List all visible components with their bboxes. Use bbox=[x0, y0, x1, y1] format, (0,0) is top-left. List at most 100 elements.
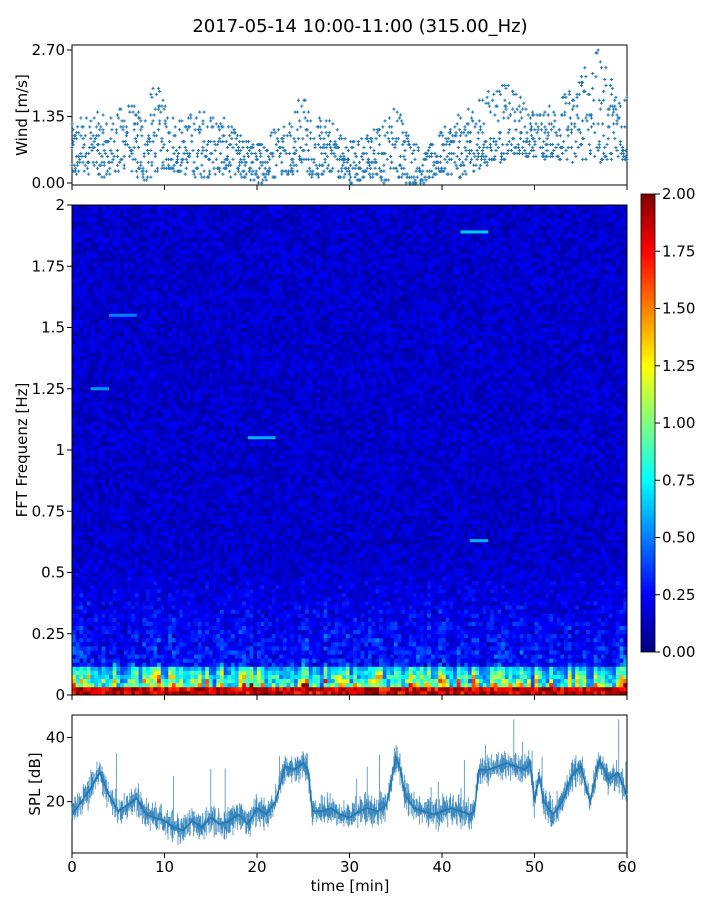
spectrogram-cell bbox=[120, 377, 124, 381]
spectrogram-cell bbox=[161, 315, 165, 319]
spectrogram-cell bbox=[109, 503, 113, 507]
spectrogram-cell bbox=[142, 287, 146, 291]
spectrogram-cell bbox=[150, 381, 154, 385]
spectrogram-cell bbox=[161, 466, 165, 470]
spectrogram-cell bbox=[91, 613, 95, 617]
spectrogram-cell bbox=[135, 287, 139, 291]
spectrogram-cell bbox=[128, 442, 132, 446]
spectrogram-cell bbox=[124, 393, 128, 397]
spectrogram-cell bbox=[76, 389, 80, 393]
spectrogram-cell bbox=[150, 442, 154, 446]
spectrogram-cell bbox=[94, 230, 98, 234]
spectrogram-cell bbox=[139, 291, 143, 295]
spectrogram-cell bbox=[94, 417, 98, 421]
spectrogram-cell bbox=[83, 662, 87, 666]
spectrogram-cell bbox=[150, 356, 154, 360]
spectrogram-cell bbox=[79, 299, 83, 303]
spectrogram-cell bbox=[98, 507, 102, 511]
spectrogram-cell bbox=[142, 328, 146, 332]
spectrogram-cell bbox=[157, 466, 161, 470]
spectrogram-cell bbox=[176, 662, 180, 666]
spectrogram-cell bbox=[105, 242, 109, 246]
spectrogram-cell bbox=[124, 650, 128, 654]
spectrogram-cell bbox=[109, 348, 113, 352]
spectrogram-cell bbox=[113, 389, 117, 393]
spectrogram-cell bbox=[146, 511, 150, 515]
spectrogram-cell bbox=[153, 409, 157, 413]
spectrogram-cell bbox=[172, 307, 176, 311]
spectrogram-cell bbox=[135, 421, 139, 425]
spectrogram-cell bbox=[176, 328, 180, 332]
spectrogram-cell bbox=[161, 344, 165, 348]
spectrogram-cell bbox=[94, 601, 98, 605]
spectrogram-cell bbox=[105, 548, 109, 552]
spectrogram-cell bbox=[72, 556, 76, 560]
spectrogram-cell bbox=[153, 597, 157, 601]
spectrogram-cell bbox=[83, 658, 87, 662]
spectrogram-cell bbox=[161, 413, 165, 417]
spectrogram-cell bbox=[105, 352, 109, 356]
spectrogram-cell bbox=[146, 315, 150, 319]
spectrogram-cell bbox=[165, 646, 169, 650]
spectrogram-cell bbox=[146, 434, 150, 438]
spectrogram-cell bbox=[79, 287, 83, 291]
spectrogram-cell bbox=[116, 385, 120, 389]
spectrogram-cell bbox=[146, 675, 150, 679]
spectrogram-cell bbox=[91, 556, 95, 560]
spectrogram-cell bbox=[109, 556, 113, 560]
spectrogram-cell bbox=[98, 650, 102, 654]
spectrogram-cell bbox=[98, 303, 102, 307]
spectrogram-cell bbox=[142, 671, 146, 675]
spectrogram-cell bbox=[150, 577, 154, 581]
spectrogram-cell bbox=[76, 328, 80, 332]
spectrogram-cell bbox=[116, 577, 120, 581]
spectrogram-cell bbox=[165, 311, 169, 315]
spectrogram-cell bbox=[91, 605, 95, 609]
spectrogram-cell bbox=[102, 323, 106, 327]
spectrogram-cell bbox=[72, 642, 76, 646]
spectrogram-cell bbox=[157, 295, 161, 299]
spectrogram-cell bbox=[105, 528, 109, 532]
spectrogram-cell bbox=[131, 258, 135, 262]
spectrogram-cell bbox=[102, 409, 106, 413]
spectrogram-cell bbox=[139, 479, 143, 483]
spectrogram-cell bbox=[72, 332, 76, 336]
spectrogram-cell bbox=[146, 458, 150, 462]
spectrogram-cell bbox=[124, 540, 128, 544]
spectrogram-cell bbox=[102, 352, 106, 356]
spectrogram-cell bbox=[83, 507, 87, 511]
spectrogram-cell bbox=[172, 491, 176, 495]
spectrogram-cell bbox=[135, 426, 139, 430]
spectrogram-cell bbox=[76, 556, 80, 560]
spectrogram-cell bbox=[98, 397, 102, 401]
spectrogram-cell bbox=[98, 319, 102, 323]
spectrogram-cell bbox=[150, 385, 154, 389]
spectrogram-cell bbox=[146, 662, 150, 666]
spectrogram-cell bbox=[83, 552, 87, 556]
spectrogram-cell bbox=[109, 266, 113, 270]
spectrogram-cell bbox=[87, 238, 91, 242]
spectrogram-cell bbox=[87, 532, 91, 536]
spectrogram-cell bbox=[116, 573, 120, 577]
spectrogram-cell bbox=[109, 307, 113, 311]
spectrogram-cell bbox=[91, 295, 95, 299]
spectrogram-cell bbox=[172, 258, 176, 262]
spectrogram-cell bbox=[161, 589, 165, 593]
spectrogram-cell bbox=[76, 291, 80, 295]
spectrogram-cell bbox=[116, 675, 120, 679]
spectrogram-cell bbox=[131, 303, 135, 307]
spectrogram-cell bbox=[168, 397, 172, 401]
spectrogram-cell bbox=[109, 319, 113, 323]
spectrogram-cell bbox=[128, 389, 132, 393]
spectrogram-cell bbox=[102, 368, 106, 372]
spectrogram-cell bbox=[150, 323, 154, 327]
spectrogram-cell bbox=[153, 515, 157, 519]
spectrogram-cell bbox=[124, 417, 128, 421]
spectrogram-cell bbox=[153, 483, 157, 487]
spectrogram-cell bbox=[168, 671, 172, 675]
spectrogram-cell bbox=[83, 454, 87, 458]
spectrogram-cell bbox=[87, 479, 91, 483]
spectrogram-cell bbox=[102, 564, 106, 568]
spectrogram-cell bbox=[120, 446, 124, 450]
spectrogram-cell bbox=[142, 381, 146, 385]
